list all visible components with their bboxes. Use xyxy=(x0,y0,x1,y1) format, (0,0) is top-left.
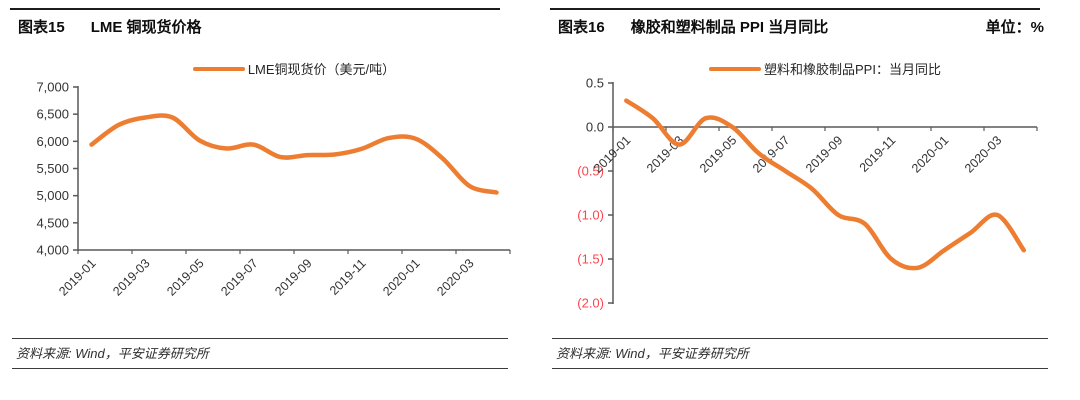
x-tick-label: 2019-09 xyxy=(272,256,314,298)
y-tick-label: 5,500 xyxy=(36,161,69,176)
y-tick-label: 0.5 xyxy=(586,76,604,91)
title-top-rule xyxy=(550,8,1040,10)
x-tick-label: 2019-11 xyxy=(327,256,369,298)
y-tick-label: 0.0 xyxy=(586,120,604,135)
x-tick-label: 2019-05 xyxy=(697,133,739,175)
title-top-rule xyxy=(10,8,500,10)
series-line xyxy=(89,113,499,195)
x-tick-label: 2019-03 xyxy=(644,133,686,175)
y-tick-label: (1.0) xyxy=(577,208,604,223)
legend-line-swatch xyxy=(709,66,762,71)
legend-line-swatch xyxy=(192,66,245,71)
series-line xyxy=(624,98,1027,271)
y-tick-label: 6,000 xyxy=(36,134,69,149)
figure-panel-copper: 图表15 LME 铜现货价格 LME铜现货价（美元/吨） 7,000 6,500 6… xyxy=(10,8,511,369)
x-tick-label: 2020-03 xyxy=(962,133,1004,175)
ppi-yoy-line-chart: 0.5 0.0 (0.5) (1.0) (1.5) (2.0) 2019-01 2019-03… xyxy=(577,76,1038,311)
y-tick-label: (1.5) xyxy=(577,252,604,267)
y-tick-label: 7,000 xyxy=(36,80,69,95)
legend-label: LME铜现货价（美元/吨） xyxy=(247,62,396,77)
x-tick-label: 2019-07 xyxy=(218,256,260,298)
x-tick-label: 2019-09 xyxy=(803,133,845,175)
x-tick-label: 2019-03 xyxy=(110,256,152,298)
x-tick-label: 2019-01 xyxy=(56,256,98,298)
y-tick-label: 4,000 xyxy=(36,243,69,258)
x-tick-label: 2019-05 xyxy=(164,256,206,298)
legend: LME铜现货价（美元/吨） xyxy=(78,59,510,78)
y-tick-label: (2.0) xyxy=(577,296,604,311)
unit-label: 单位：% xyxy=(985,19,1044,36)
figure-label: 图表16 xyxy=(558,19,605,36)
y-tick-label: 6,500 xyxy=(36,107,69,122)
source-note: 资料来源: Wind，平安证券研究所 xyxy=(552,338,1048,369)
figure-panel-ppi: 图表16 橡胶和塑料制品 PPI 当月同比 单位：% 塑料和橡胶制品PPI：当月… xyxy=(540,0,1080,400)
y-tick-label: (0.5) xyxy=(577,164,604,179)
x-tick-label: 2020-01 xyxy=(909,133,951,175)
x-tick-label: 2019-11 xyxy=(857,133,899,175)
copper-price-line-chart: 7,0006,5006,0005,5005,0004,5004,0002019-… xyxy=(36,80,511,299)
figure-label: 图表15 xyxy=(18,19,65,36)
y-tick-label: 5,000 xyxy=(36,188,69,203)
x-tick-label: 2020-03 xyxy=(434,256,476,298)
figure-title-row: 图表15 LME 铜现货价格 xyxy=(18,16,504,37)
x-tick-label: 2020-01 xyxy=(380,256,422,298)
legend-label: 塑料和橡胶制品PPI：当月同比 xyxy=(764,62,941,77)
figure-title: 橡胶和塑料制品 PPI 当月同比 xyxy=(630,19,829,36)
figure-title-row: 图表16 橡胶和塑料制品 PPI 当月同比 单位：% xyxy=(558,16,1044,37)
figure-title: LME 铜现货价格 xyxy=(90,19,202,36)
x-tick-label: 2019-01 xyxy=(591,133,633,175)
y-tick-label: 4,500 xyxy=(36,215,69,230)
source-note: 资料来源: Wind，平安证券研究所 xyxy=(12,338,508,369)
legend: 塑料和橡胶制品PPI：当月同比 xyxy=(613,59,1037,78)
